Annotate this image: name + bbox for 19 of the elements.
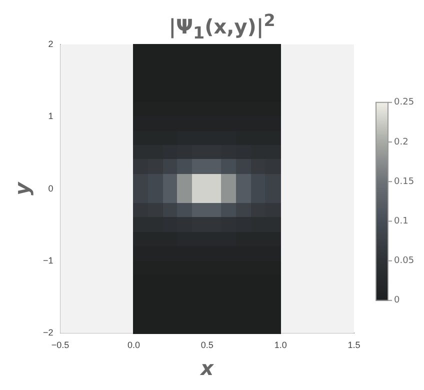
- color-bar-label: 0.2: [394, 137, 408, 148]
- x-tick-label: 1.0: [274, 340, 287, 350]
- color-bar-label: 0: [394, 296, 400, 306]
- color-bar-label: 0.15: [394, 176, 414, 187]
- color-bar-label: 0.25: [394, 98, 414, 108]
- x-axis-title: x: [200, 356, 215, 380]
- y-tick-label: −2: [42, 328, 54, 338]
- y-axis-title: y: [10, 181, 34, 196]
- x-tick-label: 1.5: [348, 340, 360, 350]
- x-tick-label: 0.5: [200, 340, 214, 350]
- x-tick-label: 0.0: [127, 340, 140, 350]
- chart-title: |Ψ$_{1}$(x,y)|$^{2}$: [168, 10, 276, 43]
- color-bar-label: 0.05: [394, 256, 414, 266]
- y-tick-label: 0: [48, 183, 54, 194]
- color-bar-label: 0.1: [394, 216, 408, 227]
- y-tick-label: 1: [48, 111, 54, 122]
- y-tick-label: −1: [42, 255, 54, 266]
- x-tick-label: −0.5: [51, 340, 70, 350]
- y-tick-label: 2: [48, 38, 54, 49]
